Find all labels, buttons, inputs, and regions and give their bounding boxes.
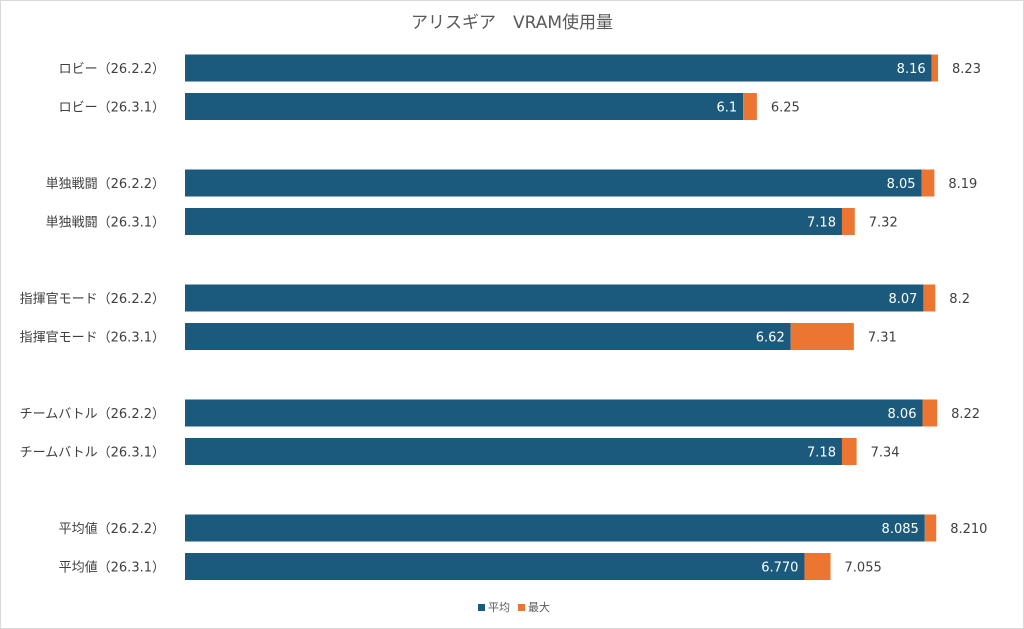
bar-avg xyxy=(185,438,842,465)
bar-max xyxy=(743,93,757,120)
data-label-avg: 7.18 xyxy=(807,446,836,461)
data-label-max: 6.25 xyxy=(771,101,800,116)
bar-avg xyxy=(185,399,923,427)
bar-max xyxy=(921,169,935,197)
bar-max xyxy=(924,514,937,542)
category-label: ロビー（26.3.1） xyxy=(59,101,165,116)
bar-avg xyxy=(185,208,842,235)
data-label-avg: 8.07 xyxy=(888,292,917,307)
legend-swatch-max xyxy=(518,604,525,611)
category-label: チームバトル（26.3.1） xyxy=(20,446,165,461)
data-label-avg: 6.62 xyxy=(756,331,785,346)
category-label: 指揮官モード（26.2.2） xyxy=(20,291,165,307)
bar-max xyxy=(804,553,831,580)
legend-swatch-avg xyxy=(478,604,485,611)
data-label-max: 7.34 xyxy=(871,446,900,461)
data-label-max: 7.32 xyxy=(869,216,898,231)
chart-title: アリスギア VRAM使用量 xyxy=(411,12,613,33)
data-label-avg: 6.1 xyxy=(716,101,737,116)
bar-avg xyxy=(185,54,932,82)
bar-max xyxy=(931,54,939,82)
category-label: ロビー（26.2.2） xyxy=(59,62,165,77)
bar-avg xyxy=(185,323,791,350)
bar-avg xyxy=(185,553,805,580)
data-label-avg: 7.18 xyxy=(807,216,836,231)
bar-avg xyxy=(185,514,925,542)
data-label-max: 7.31 xyxy=(868,331,897,346)
category-label: 単独戦闘（26.3.1） xyxy=(46,215,165,231)
bar-max xyxy=(841,438,857,465)
category-label: 指揮官モード（26.3.1） xyxy=(20,330,165,346)
bar-avg xyxy=(185,284,924,312)
data-label-max: 8.23 xyxy=(952,62,981,77)
category-label: 単独戦闘（26.2.2） xyxy=(46,176,165,192)
data-label-avg: 6.770 xyxy=(761,561,798,576)
legend-label-max: 最大 xyxy=(528,600,550,614)
data-label-avg: 8.085 xyxy=(882,522,919,537)
category-label: チームバトル（26.2.2） xyxy=(20,407,165,422)
bar-max xyxy=(790,323,854,350)
data-label-max: 8.210 xyxy=(950,522,987,537)
data-label-max: 8.2 xyxy=(949,292,970,307)
data-label-max: 7.055 xyxy=(845,561,882,576)
bar-max xyxy=(922,399,938,427)
bar-avg xyxy=(185,93,744,120)
bar-max xyxy=(923,284,936,312)
data-label-max: 8.19 xyxy=(948,177,977,192)
legend-label-avg: 平均 xyxy=(488,601,510,614)
data-label-avg: 8.05 xyxy=(887,177,916,192)
data-label-avg: 8.16 xyxy=(897,62,926,77)
bar-max xyxy=(841,208,855,235)
bar-avg xyxy=(185,169,922,197)
data-label-avg: 8.06 xyxy=(888,407,917,422)
legend: 平均 最大 xyxy=(478,600,550,614)
category-label: 平均値（26.3.1） xyxy=(59,560,165,576)
data-label-max: 8.22 xyxy=(951,407,980,422)
category-label: 平均値（26.2.2） xyxy=(59,521,165,537)
